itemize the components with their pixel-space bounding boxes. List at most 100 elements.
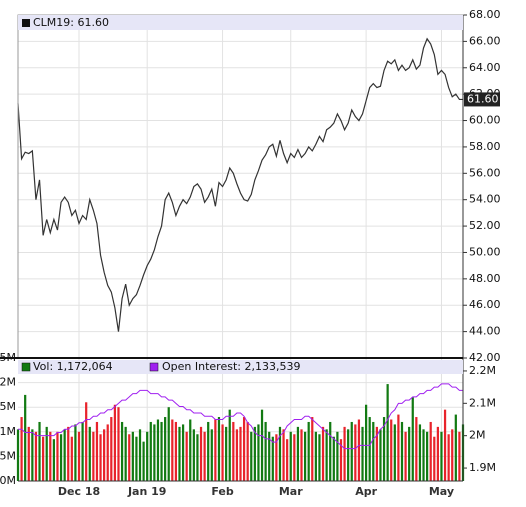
volume-bar: [124, 426, 127, 481]
volume-bar: [117, 407, 120, 481]
volume-bar: [397, 414, 400, 481]
volume-bar: [404, 431, 407, 481]
y-tick-label: 42.00: [469, 351, 501, 364]
volume-bar: [415, 417, 418, 481]
volume-bar: [329, 421, 332, 481]
volume-bar: [199, 426, 203, 481]
volume-bar: [268, 431, 271, 481]
volume-bar: [106, 424, 109, 481]
volume-bar: [357, 419, 361, 481]
legend-swatch: [22, 19, 30, 27]
volume-bar: [347, 429, 350, 481]
volume-bar: [286, 439, 289, 481]
volume-bar: [257, 424, 260, 481]
volume-bar: [31, 429, 34, 481]
y2-tick-label: 2M: [469, 429, 486, 442]
volume-bar: [451, 429, 454, 481]
volume-bar: [20, 417, 23, 481]
volume-bar: [379, 429, 382, 481]
volume-bar: [160, 421, 163, 481]
volume-bar: [81, 421, 84, 481]
volume-bar: [336, 431, 339, 481]
volume-bar: [164, 417, 167, 481]
volume-bar: [303, 431, 307, 481]
legend-bg: [18, 360, 463, 374]
volume-bar: [314, 431, 317, 481]
volume-bar: [120, 421, 124, 481]
volume-bar: [440, 431, 443, 481]
volume-bar: [228, 409, 231, 481]
price-frame: [17, 14, 464, 359]
y-tick-label: 58.00: [469, 140, 501, 153]
volume-bar: [332, 436, 335, 481]
volume-bar: [426, 431, 429, 481]
y-tick-label: 64.00: [469, 61, 501, 74]
volume-bar: [135, 436, 138, 481]
volume-bar: [325, 429, 328, 481]
volume-bar: [142, 441, 145, 481]
legend-text: CLM19: 61.60: [33, 16, 109, 29]
volume-bar: [24, 394, 27, 481]
volume-bar: [443, 409, 447, 481]
open-interest-line: [18, 383, 463, 450]
volume-bar: [339, 439, 343, 481]
volume-bar: [210, 429, 213, 481]
volume-bar: [386, 384, 389, 481]
volume-bar: [246, 421, 249, 481]
volume-bar: [128, 434, 131, 481]
volume-bar: [156, 419, 160, 481]
volume-bar: [354, 424, 357, 481]
volume-bar: [260, 409, 264, 481]
volume-bar: [138, 429, 142, 481]
x-tick-label: Jan 19: [127, 485, 166, 498]
volume-bar: [178, 426, 181, 481]
volume-bar: [203, 431, 206, 481]
legend-bg: [18, 15, 463, 30]
volume-bar: [217, 417, 221, 481]
volume-bar: [45, 426, 48, 481]
y2-tick-label: 2.1M: [469, 396, 496, 409]
volume-bar: [375, 426, 378, 481]
volume-bar: [411, 397, 414, 481]
volume-bar: [235, 429, 239, 481]
x-tick-label: Apr: [355, 485, 377, 498]
volume-bar: [92, 431, 95, 481]
volume-bar: [364, 404, 368, 481]
volume-bar: [95, 421, 99, 481]
volume-bar: [131, 431, 134, 481]
volume-bar: [343, 426, 346, 481]
volume-bar: [275, 434, 278, 481]
volume-bar: [192, 429, 195, 481]
volume-bar: [167, 407, 170, 481]
legend-text: Open Interest: 2,133,539: [162, 360, 300, 373]
legend-swatch: [21, 362, 31, 372]
volume-bar: [232, 421, 235, 481]
volume-bar: [171, 419, 174, 481]
y-tick-label: 46.00: [469, 298, 501, 311]
volume-bar: [42, 436, 45, 481]
volume-bar: [52, 439, 55, 481]
y-tick-label: .5M: [0, 449, 16, 462]
volume-bar: [207, 421, 210, 481]
volume-bar: [372, 421, 375, 481]
volume-bar: [153, 424, 156, 481]
volume-bar: [56, 431, 59, 481]
volume-bar: [368, 417, 371, 481]
volume-bar: [307, 421, 310, 481]
y-tick-label: 50.00: [469, 245, 501, 258]
volume-bar: [181, 424, 185, 481]
y-tick-label: 60.00: [469, 114, 501, 127]
volume-bar: [296, 426, 300, 481]
volume-bar: [436, 426, 439, 481]
y-tick-label: 2M: [0, 376, 16, 389]
volume-bar: [242, 417, 246, 481]
volume-bar: [361, 426, 364, 481]
x-tick-label: Mar: [279, 485, 303, 498]
y-tick-label: 0M: [0, 474, 16, 487]
volume-bar: [99, 434, 102, 481]
volume-bar: [282, 429, 285, 481]
volume-bar: [250, 431, 253, 481]
volume-bar: [59, 434, 63, 481]
